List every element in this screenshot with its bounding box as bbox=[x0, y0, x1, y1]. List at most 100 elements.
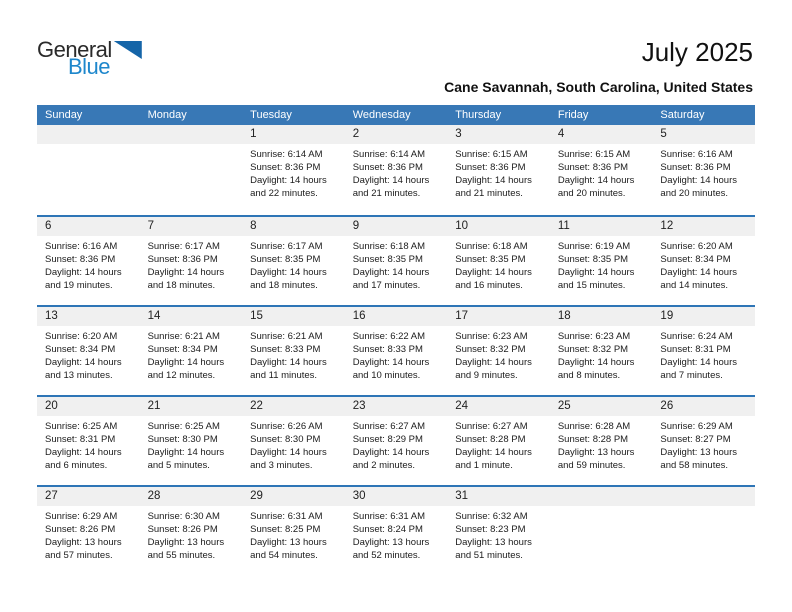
detail-line: Daylight: 14 hours bbox=[250, 267, 327, 278]
day-cell-31: 31 Sunrise: 6:32 AM Sunset: 8:23 PM Dayligh… bbox=[447, 487, 550, 575]
detail-line: Daylight: 13 hours bbox=[557, 447, 635, 458]
detail-line: Daylight: 14 hours bbox=[250, 175, 327, 186]
day-number: 13 bbox=[45, 310, 58, 322]
detail-line: and 52 minutes. bbox=[352, 550, 421, 561]
weekday-header-wednesday: Wednesday bbox=[352, 109, 411, 121]
day-number: 28 bbox=[147, 490, 161, 502]
day-number: 14 bbox=[147, 310, 161, 322]
detail-line: Daylight: 14 hours bbox=[557, 267, 635, 278]
detail-line: Daylight: 14 hours bbox=[250, 357, 327, 368]
day-cell-16: 16 Sunrise: 6:22 AM Sunset: 8:33 PM Dayligh… bbox=[345, 307, 448, 395]
day-details: Sunrise: 6:29 AM Sunset: 8:26 PM Daylight:… bbox=[45, 506, 136, 562]
detail-line: Daylight: 14 hours bbox=[250, 447, 327, 458]
day-number: 8 bbox=[250, 220, 257, 232]
day-number: 3 bbox=[455, 128, 462, 140]
detail-line: and 11 minutes. bbox=[250, 370, 318, 381]
detail-line: Daylight: 13 hours bbox=[455, 537, 532, 548]
day-number: 31 bbox=[455, 490, 469, 502]
detail-line: and 12 minutes. bbox=[147, 370, 216, 381]
detail-line: Sunset: 8:28 PM bbox=[557, 434, 629, 445]
detail-line: Sunset: 8:24 PM bbox=[352, 524, 423, 535]
day-details: Sunrise: 6:18 AM Sunset: 8:35 PM Daylight:… bbox=[455, 236, 546, 292]
day-cell-empty bbox=[140, 125, 243, 215]
day-cell-empty bbox=[550, 487, 653, 575]
day-details: Sunrise: 6:20 AM Sunset: 8:34 PM Daylight:… bbox=[45, 326, 136, 382]
day-cell-17: 17 Sunrise: 6:23 AM Sunset: 8:32 PM Dayligh… bbox=[447, 307, 550, 395]
detail-line: Daylight: 14 hours bbox=[557, 175, 635, 186]
detail-line: and 7 minutes. bbox=[660, 370, 723, 381]
day-number: 19 bbox=[660, 310, 674, 322]
detail-line: Sunrise: 6:17 AM bbox=[147, 241, 220, 252]
page-subtitle: Cane Savannah, South Carolina, United St… bbox=[444, 79, 753, 95]
detail-line: Daylight: 13 hours bbox=[352, 537, 430, 548]
detail-line: Sunrise: 6:25 AM bbox=[45, 421, 118, 432]
day-number: 1 bbox=[250, 128, 257, 140]
day-cell-26: 26 Sunrise: 6:29 AM Sunset: 8:27 PM Dayligh… bbox=[652, 397, 755, 485]
calendar: Sunday Monday Tuesday Wednesday Thursday Frid… bbox=[37, 105, 755, 575]
day-details: Sunrise: 6:15 AM Sunset: 8:36 PM Daylight:… bbox=[558, 144, 649, 200]
detail-line: and 18 minutes. bbox=[147, 280, 216, 291]
detail-line: Sunrise: 6:24 AM bbox=[660, 331, 733, 342]
day-details: Sunrise: 6:16 AM Sunset: 8:36 PM Daylight:… bbox=[660, 144, 751, 200]
detail-line: Sunset: 8:33 PM bbox=[250, 344, 321, 355]
detail-line: Sunset: 8:36 PM bbox=[147, 254, 218, 265]
day-cell-7: 7 Sunrise: 6:17 AM Sunset: 8:36 PM Daylight… bbox=[140, 217, 243, 305]
detail-line: Sunrise: 6:15 AM bbox=[455, 149, 528, 160]
day-details: Sunrise: 6:28 AM Sunset: 8:28 PM Daylight:… bbox=[558, 416, 649, 472]
detail-line: Sunrise: 6:29 AM bbox=[45, 511, 118, 522]
weekday-header-row: Sunday Monday Tuesday Wednesday Thursday Frid… bbox=[37, 105, 755, 125]
logo-text-blue: Blue bbox=[68, 54, 111, 79]
detail-line: and 13 minutes. bbox=[45, 370, 113, 381]
detail-line: Daylight: 14 hours bbox=[660, 357, 737, 368]
detail-line: and 58 minutes. bbox=[660, 460, 729, 471]
detail-line: Daylight: 13 hours bbox=[147, 537, 225, 548]
day-details: Sunrise: 6:29 AM Sunset: 8:27 PM Daylight:… bbox=[660, 416, 751, 472]
detail-line: Sunset: 8:31 PM bbox=[660, 344, 731, 355]
day-details: Sunrise: 6:26 AM Sunset: 8:30 PM Daylight:… bbox=[250, 416, 341, 472]
day-number: 27 bbox=[45, 490, 58, 502]
detail-line: Sunset: 8:26 PM bbox=[45, 524, 116, 535]
day-details: Sunrise: 6:25 AM Sunset: 8:31 PM Daylight:… bbox=[45, 416, 136, 472]
day-cell-empty bbox=[652, 487, 755, 575]
day-cell-2: 2 Sunrise: 6:14 AM Sunset: 8:36 PM Daylight… bbox=[345, 125, 448, 215]
detail-line: Daylight: 13 hours bbox=[45, 537, 122, 548]
detail-line: Sunset: 8:32 PM bbox=[557, 344, 629, 355]
day-cell-1: 1 Sunrise: 6:14 AM Sunset: 8:36 PM Daylight… bbox=[242, 125, 345, 215]
detail-line: Daylight: 14 hours bbox=[455, 175, 532, 186]
day-number: 26 bbox=[660, 400, 674, 412]
detail-line: Sunset: 8:35 PM bbox=[352, 254, 423, 265]
detail-line: Sunrise: 6:14 AM bbox=[352, 149, 426, 160]
detail-line: Sunrise: 6:22 AM bbox=[352, 331, 426, 342]
day-number: 12 bbox=[660, 220, 674, 232]
detail-line: Sunrise: 6:27 AM bbox=[352, 421, 426, 432]
weekday-header-tuesday: Tuesday bbox=[250, 109, 292, 121]
detail-line: Sunset: 8:27 PM bbox=[660, 434, 731, 445]
detail-line: Daylight: 14 hours bbox=[352, 357, 430, 368]
detail-line: Daylight: 14 hours bbox=[45, 447, 122, 458]
detail-line: Sunrise: 6:31 AM bbox=[250, 511, 323, 522]
detail-line: and 15 minutes. bbox=[557, 280, 626, 291]
day-details: Sunrise: 6:27 AM Sunset: 8:29 PM Daylight:… bbox=[353, 416, 444, 472]
day-cell-empty bbox=[37, 125, 140, 215]
day-number: 4 bbox=[557, 128, 565, 140]
calendar-body: 1 Sunrise: 6:14 AM Sunset: 8:36 PM Daylight… bbox=[37, 125, 755, 575]
day-cell-30: 30 Sunrise: 6:31 AM Sunset: 8:24 PM Dayligh… bbox=[345, 487, 448, 575]
detail-line: Sunrise: 6:21 AM bbox=[147, 331, 220, 342]
detail-line: Daylight: 14 hours bbox=[455, 447, 532, 458]
day-details: Sunrise: 6:23 AM Sunset: 8:32 PM Daylight:… bbox=[455, 326, 546, 382]
day-number: 23 bbox=[352, 400, 366, 412]
detail-line: Sunset: 8:31 PM bbox=[45, 434, 116, 445]
day-details: Sunrise: 6:17 AM Sunset: 8:36 PM Daylight:… bbox=[148, 236, 239, 292]
detail-line: Sunset: 8:36 PM bbox=[455, 162, 526, 173]
weekday-header-thursday: Thursday bbox=[455, 109, 502, 121]
detail-line: Sunrise: 6:25 AM bbox=[147, 421, 220, 432]
detail-line: and 5 minutes. bbox=[147, 460, 210, 471]
day-details: Sunrise: 6:24 AM Sunset: 8:31 PM Daylight:… bbox=[660, 326, 751, 382]
day-details: Sunrise: 6:23 AM Sunset: 8:32 PM Daylight:… bbox=[558, 326, 649, 382]
day-number: 11 bbox=[557, 220, 570, 232]
day-cell-23: 23 Sunrise: 6:27 AM Sunset: 8:29 PM Dayligh… bbox=[345, 397, 448, 485]
detail-line: and 9 minutes. bbox=[455, 370, 518, 381]
day-cell-14: 14 Sunrise: 6:21 AM Sunset: 8:34 PM Dayligh… bbox=[140, 307, 243, 395]
day-number: 21 bbox=[147, 400, 161, 412]
weekday-header-monday: Monday bbox=[147, 109, 187, 121]
